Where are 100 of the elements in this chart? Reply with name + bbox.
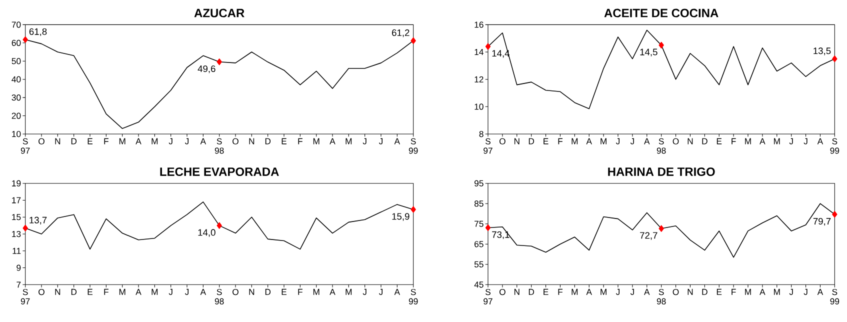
x-tick-label: A [330,138,336,144]
data-label: 61,2 [392,29,410,38]
x-tick-label: J [804,138,808,144]
x-tick-label: O [499,288,506,296]
x-tick-label: M [119,288,126,295]
x-tick-label: F [558,288,563,295]
y-tick-label: 15 [12,214,21,220]
x-tick-label: A [200,288,206,295]
x-tick-label: O [232,138,238,144]
y-tick-label: 50 [12,58,21,64]
x-tick-label: N [688,288,693,295]
x-tick-label: M [313,288,320,295]
x-tick-label: O [38,138,44,144]
x-tick-label: A [644,288,650,295]
y-tick-label: 10 [474,104,484,110]
x-tick-label: M [152,138,158,144]
x-tick-label: S 99 [830,138,840,154]
x-tick-label: S 99 [408,138,418,154]
x-tick-label: M [313,138,320,144]
x-tick-label: S 99 [830,288,840,304]
x-tick-label: D [265,138,271,144]
y-tick-label: 20 [12,112,21,119]
x-tick-label: E [282,288,287,295]
x-tick-label: S 98 [214,138,224,154]
x-tick-label: E [544,138,548,144]
x-tick-label: O [672,138,679,144]
chart-title: AZUCAR [194,8,244,18]
y-tick-label: 7 [16,282,21,288]
x-tick-label: S 98 [214,288,224,304]
y-tick-label: 14 [474,49,484,55]
x-tick-label: D [265,288,271,295]
x-tick-label: D [528,288,534,295]
x-tick-label: A [817,138,824,144]
y-tick-label: 11 [12,248,21,254]
x-tick-label: S 97 [20,288,30,304]
x-tick-label: E [88,138,93,144]
x-tick-label: M [774,288,780,295]
x-tick-label: N [688,138,693,144]
x-tick-label: M [346,288,352,295]
x-tick-label: S 97 [484,288,492,304]
y-tick-label: 40 [12,76,21,82]
x-tick-label: J [362,138,366,144]
x-tick-label: A [136,138,142,144]
x-tick-label: A [330,288,336,295]
x-tick-label: A [394,288,400,295]
x-tick-label: J [630,138,634,144]
x-tick-label: E [544,288,548,295]
data-label: 73,1 [492,231,510,240]
x-tick-label: D [71,138,77,144]
x-tick-label: F [298,288,302,295]
x-tick-label: A [586,288,592,295]
x-tick-label: M [119,138,126,144]
x-tick-label: J [804,288,808,295]
y-tick-label: 60 [12,40,21,46]
y-tick-label: 85 [474,200,484,207]
x-tick-label: D [702,288,708,295]
data-label: 79,7 [813,218,831,226]
x-tick-label: A [644,138,650,144]
x-tick-label: F [104,138,108,144]
y-tick-label: 9 [16,264,21,271]
x-tick-label: F [732,138,736,144]
x-tick-label: A [394,138,400,144]
x-tick-label: A [136,288,142,295]
y-tick-label: 65 [474,241,484,248]
y-tick-label: 55 [474,261,484,268]
x-tick-label: J [630,288,634,295]
x-tick-label: A [817,288,824,295]
y-tick-label: 13 [12,230,21,238]
y-tick-label: 95 [474,180,484,186]
chart-title: ACEITE DE COCINA [604,8,718,18]
data-label: 13,5 [814,48,831,56]
x-tick-label: D [71,288,77,295]
x-tick-label: J [616,288,620,295]
x-tick-label: M [572,288,578,295]
y-tick-label: 30 [12,94,21,101]
x-tick-label: O [38,288,44,296]
data-label: 15,9 [392,213,410,221]
x-tick-label: S 98 [656,288,666,304]
x-tick-label: M [346,138,352,144]
chart-title: LECHE EVAPORADA [160,167,279,176]
x-tick-label: J [616,138,620,144]
x-tick-label: J [168,288,172,295]
x-tick-label: O [672,288,679,296]
y-tick-label: 19 [12,180,21,186]
x-tick-label: J [378,138,383,144]
x-tick-label: A [760,288,766,295]
x-tick-label: A [586,138,592,144]
x-tick-label: D [702,138,708,144]
x-tick-label: E [716,288,722,295]
x-tick-label: M [745,288,751,295]
x-tick-label: M [152,288,158,295]
x-tick-label: J [789,288,793,295]
y-tick-label: 12 [474,76,484,82]
x-tick-label: M [745,138,751,144]
x-tick-label: M [600,138,606,144]
x-tick-label: J [184,288,189,295]
y-tick-label: 17 [12,197,21,204]
x-tick-label: O [499,138,506,144]
x-tick-label: E [282,138,287,144]
data-label: 72,7 [640,232,658,240]
